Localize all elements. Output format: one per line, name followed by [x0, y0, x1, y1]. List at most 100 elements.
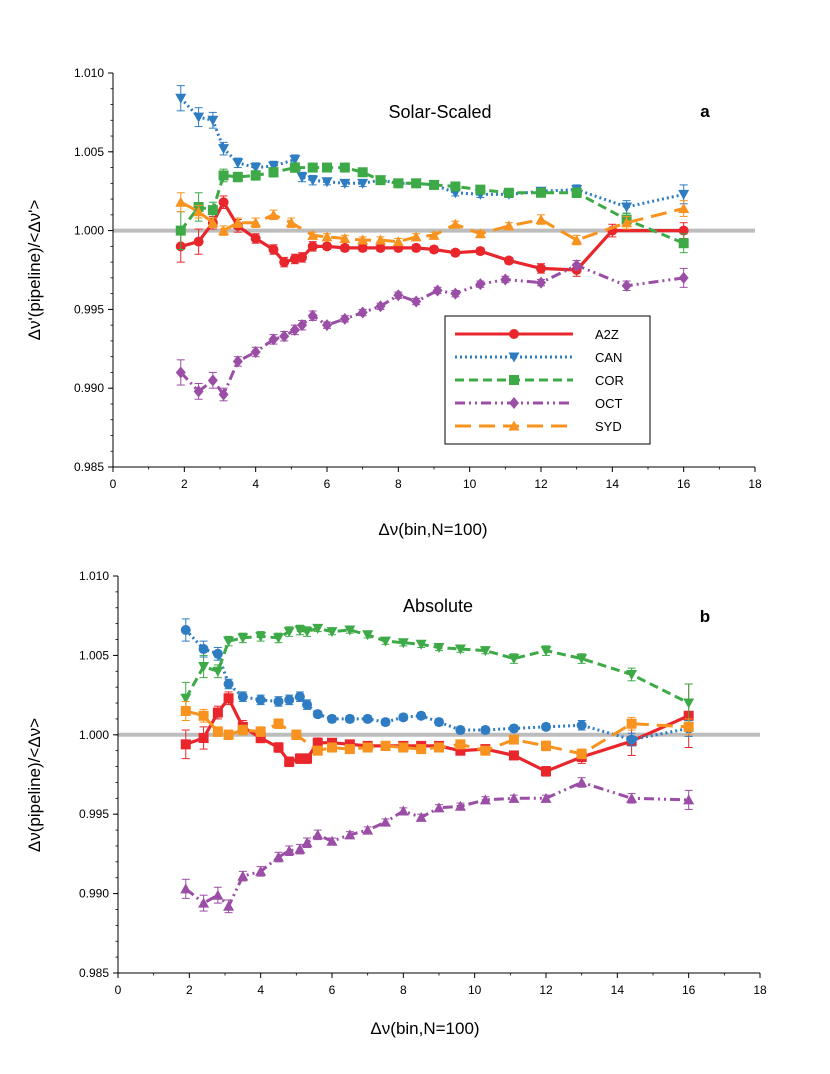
data-point-syd: [250, 217, 262, 228]
x-tick-label: 16: [677, 477, 691, 491]
data-point-a2z: [508, 750, 519, 761]
data-point-syd: [535, 214, 547, 225]
data-point-can: [621, 202, 633, 213]
data-point-oct: [237, 870, 249, 881]
data-point-can: [455, 725, 466, 736]
data-point-syd: [198, 710, 209, 721]
data-point-oct: [626, 792, 638, 803]
data-point-a2z: [273, 742, 284, 753]
data-point-oct: [454, 800, 466, 811]
data-point-syd: [291, 729, 302, 740]
data-point-oct: [508, 792, 520, 803]
data-point-can: [321, 177, 333, 188]
data-point-a2z: [198, 732, 209, 743]
data-point-oct: [297, 319, 308, 332]
data-point-cor: [283, 627, 295, 638]
data-point-a2z: [255, 732, 266, 743]
x-tick-label: 8: [395, 477, 402, 491]
data-point-syd: [626, 718, 637, 729]
panel-b-letter: b: [700, 607, 710, 626]
data-point-oct: [393, 289, 404, 302]
data-point-can: [193, 112, 205, 123]
data-point-a2z: [411, 242, 422, 253]
data-point-oct: [576, 776, 588, 787]
data-point-oct: [175, 366, 186, 379]
data-point-syd: [232, 217, 244, 228]
data-point-a2z: [193, 236, 204, 247]
data-point-syd: [285, 217, 297, 228]
x-tick-label: 2: [186, 983, 193, 997]
data-point-can: [284, 694, 295, 705]
data-point-oct: [193, 385, 204, 398]
y-tick-label: 1.000: [74, 224, 104, 238]
data-point-can: [339, 178, 351, 189]
data-point-cor: [626, 669, 638, 680]
data-point-cor: [289, 162, 300, 173]
data-point-oct: [312, 829, 324, 840]
data-point-can: [626, 734, 637, 745]
data-point-cor: [576, 654, 588, 665]
data-point-oct: [621, 279, 632, 292]
data-point-syd: [223, 729, 234, 740]
data-point-oct: [301, 837, 313, 848]
data-point-syd: [307, 229, 319, 240]
data-point-oct: [326, 835, 338, 846]
data-point-syd: [180, 705, 191, 716]
panel-a-chart: 0.985 0.990 0.995 1.000 1.005 1.010 0 2 4 6 8 10 12 1…: [25, 66, 762, 539]
series-syd: [175, 192, 690, 247]
data-point-can: [250, 163, 262, 174]
series-cor: [180, 623, 695, 723]
x-tick-label: 18: [753, 983, 767, 997]
data-point-syd: [455, 739, 466, 750]
series-oct: [180, 776, 695, 914]
x-tick-label: 14: [611, 983, 625, 997]
x-tick-label: 4: [257, 983, 264, 997]
data-point-a2z: [268, 244, 279, 255]
data-point-syd: [357, 234, 369, 245]
data-point-oct: [232, 355, 243, 368]
data-point-cor: [540, 646, 552, 657]
data-point-oct: [289, 323, 300, 336]
data-point-can: [312, 709, 323, 720]
data-point-a2z: [180, 739, 191, 750]
data-point-syd: [327, 742, 337, 753]
panel-b-plot-area: 0.985 0.990 0.995 1.000 1.005 1.010 0 2 4 6 8 10 12 1…: [79, 569, 767, 997]
data-point-can: [255, 694, 266, 705]
data-point-oct: [433, 802, 445, 813]
data-point-oct: [223, 900, 235, 911]
data-point-cor: [255, 631, 267, 642]
legend-marker-a2z: [509, 329, 519, 339]
legend-label-a2z: A2Z: [595, 327, 619, 342]
data-point-cor: [237, 633, 249, 644]
data-point-can: [218, 144, 230, 155]
data-point-cor: [301, 627, 313, 638]
data-point-cor: [393, 178, 404, 189]
panel-b-y-axis-title: Δν(pipeline)/<Δν>: [25, 718, 44, 852]
data-point-syd: [193, 206, 205, 217]
panel-a-x-axis-title: Δν(bin,N=100): [378, 520, 487, 539]
data-point-a2z: [450, 247, 461, 258]
data-point-can: [678, 189, 690, 200]
data-point-a2z: [429, 244, 439, 255]
data-point-syd: [237, 725, 248, 736]
data-point-oct: [540, 792, 552, 803]
y-tick-label: 0.990: [74, 381, 104, 395]
data-point-syd: [212, 726, 223, 737]
data-point-syd: [380, 740, 391, 751]
data-point-oct: [432, 284, 443, 297]
data-point-can: [212, 648, 223, 659]
y-tick-label: 1.010: [74, 66, 104, 80]
data-point-oct: [411, 295, 422, 308]
data-point-a2z: [212, 707, 223, 718]
data-point-cor: [250, 170, 261, 181]
data-point-cor: [683, 698, 695, 709]
series-line-oct: [184, 780, 689, 908]
data-point-cor: [198, 662, 210, 673]
x-tick-label: 6: [324, 477, 331, 491]
data-point-cor: [536, 187, 546, 198]
series-line-can: [179, 97, 685, 209]
data-point-a2z: [279, 257, 290, 268]
data-point-oct: [397, 805, 409, 816]
data-point-oct: [571, 259, 582, 272]
